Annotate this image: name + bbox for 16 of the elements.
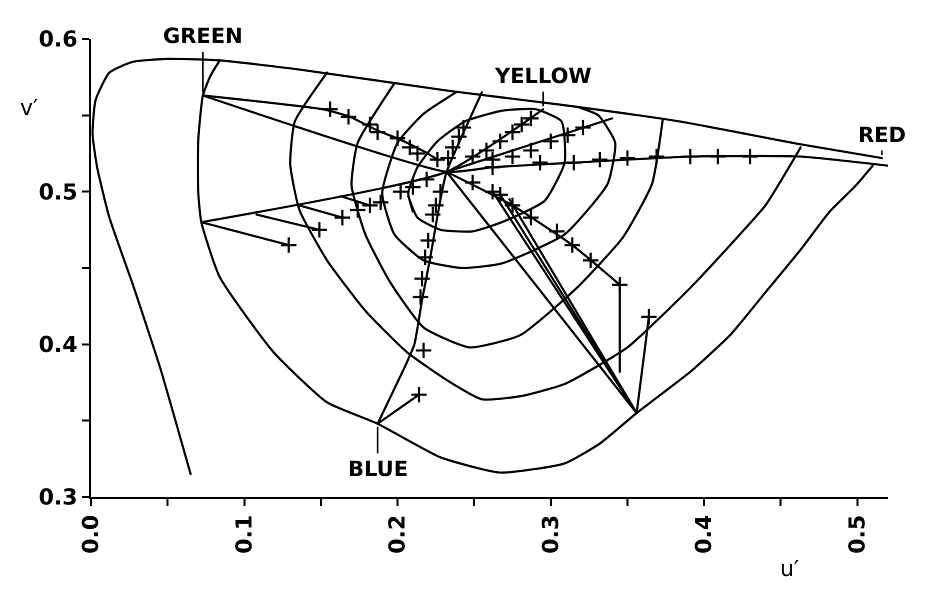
y-axis-title: v′ — [20, 96, 38, 121]
x-tick-label: 0.2 — [386, 514, 411, 554]
x-axis-title: u′ — [780, 557, 799, 582]
x-tick-label: 0.0 — [79, 514, 104, 554]
annotation: GREEN — [163, 24, 243, 48]
y-tick-label: 0.5 — [38, 180, 78, 206]
y-tick-label: 0.6 — [38, 28, 78, 53]
annotation: BLUE — [348, 457, 408, 481]
annotation: RED — [858, 123, 906, 147]
x-tick-label: 0.5 — [846, 514, 870, 554]
x-tick-label: 0.3 — [538, 514, 564, 554]
y-tick-label: 0.4 — [38, 333, 78, 358]
annotation: YELLOW — [494, 64, 592, 88]
x-tick-label: 0.1 — [232, 514, 258, 554]
y-tick-label: 0.3 — [38, 486, 78, 511]
x-tick-label: 0.4 — [692, 514, 718, 554]
